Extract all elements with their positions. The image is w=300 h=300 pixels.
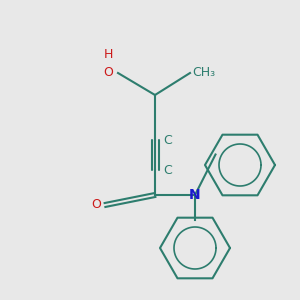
Text: CH₃: CH₃ <box>192 65 215 79</box>
Text: C: C <box>163 164 172 176</box>
Text: C: C <box>163 134 172 146</box>
Text: O: O <box>91 199 101 212</box>
Text: N: N <box>189 188 201 202</box>
Text: H: H <box>103 49 113 62</box>
Text: O: O <box>103 67 113 80</box>
